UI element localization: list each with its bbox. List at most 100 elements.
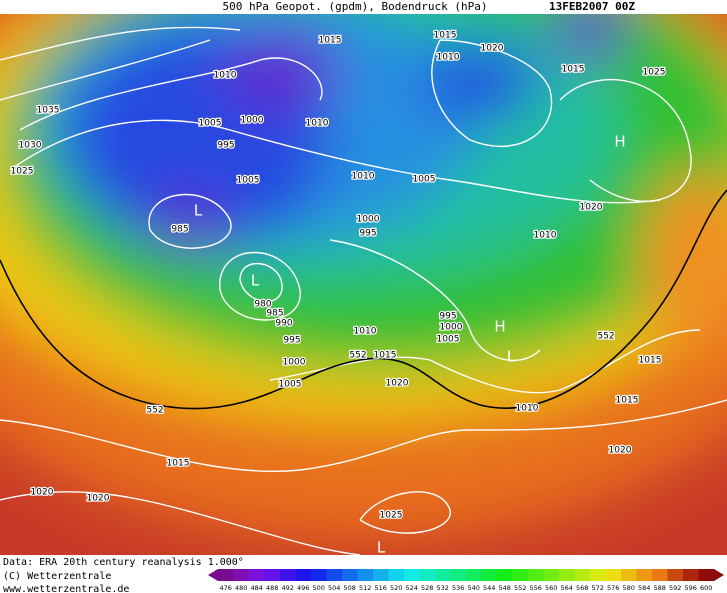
isobar-label: 1020 <box>87 494 110 504</box>
colorbar-swatch <box>621 569 637 581</box>
isobar-label: 1010 <box>534 231 557 241</box>
isobar-label: 995 <box>439 312 456 322</box>
colorbar-label: 524 <box>406 584 418 592</box>
colorbar-label: 520 <box>390 584 402 592</box>
colorbar-swatch <box>264 569 281 581</box>
colorbar-swatch <box>605 569 622 581</box>
map-title: 500 hPa Geopot. (gpdm), Bodendruck (hPa) <box>223 0 488 13</box>
colorbar-label: 516 <box>375 584 387 592</box>
isobar-label: 1010 <box>306 119 329 129</box>
colorbar-swatch <box>280 569 296 581</box>
colorbar-swatch <box>373 569 389 581</box>
isobar-label: 1020 <box>609 446 632 456</box>
colorbar-swatch <box>481 569 498 581</box>
colorbar-label: 572 <box>592 584 604 592</box>
isobar-label: 1015 <box>616 396 639 406</box>
isobar-label: 985 <box>171 225 188 235</box>
pressure-center: L <box>251 272 260 290</box>
isobar-label: 1010 <box>214 71 237 81</box>
pressure-center: L <box>507 348 516 366</box>
colorbar-label: 580 <box>623 584 635 592</box>
colorbar-swatch <box>404 569 420 581</box>
map-date: 13FEB2007 00Z <box>549 0 635 13</box>
isobar-label: 1000 <box>283 358 306 368</box>
website: www.wetterzentrale.de <box>3 584 129 593</box>
colorbar-swatch <box>497 569 513 581</box>
isobar-label: 1020 <box>31 488 54 498</box>
isobar-label: 1000 <box>241 116 264 126</box>
colorbar-swatch <box>326 569 343 581</box>
isobar-label: 1015 <box>374 351 397 361</box>
isobar-label: 995 <box>283 336 300 346</box>
map-area: 1015 1015 1020 1010 1010 1015 1025 1035 1005 1000… <box>0 14 727 557</box>
colorbar-label: 588 <box>654 584 666 592</box>
colorbar-arrow <box>714 569 724 581</box>
isobar-label: 1020 <box>386 379 409 389</box>
colorbar-label: 488 <box>266 584 278 592</box>
colorbar-swatch <box>559 569 575 581</box>
isobar-label: 1005 <box>279 380 302 390</box>
colorbar-swatch <box>636 569 653 581</box>
pressure-center: H <box>494 318 505 336</box>
colorbar-label: 476 <box>220 584 232 592</box>
colorbar-label: 540 <box>468 584 480 592</box>
colorbar-label: 556 <box>530 584 542 592</box>
colorbar-label: 512 <box>359 584 371 592</box>
colorbar-arrow <box>208 569 218 581</box>
data-source: Data: ERA 20th century reanalysis 1.000° <box>3 557 244 568</box>
colorbar-label: 568 <box>576 584 588 592</box>
colorbar-swatch <box>698 569 715 581</box>
colorbar-swatch <box>233 569 250 581</box>
colorbar-label: 596 <box>685 584 697 592</box>
isobar-label: 552 <box>146 406 163 416</box>
isobar-label: 1015 <box>167 459 190 469</box>
isobar-label: 1020 <box>481 44 504 54</box>
colorbar-swatch <box>667 569 684 581</box>
isobar-label: 552 <box>349 351 366 361</box>
colorbar-label: 496 <box>297 584 309 592</box>
isobar-label: 1010 <box>516 404 539 414</box>
colorbar-swatch <box>512 569 529 581</box>
isobar-label: 1015 <box>319 36 342 46</box>
isobar-label: 1035 <box>37 106 60 116</box>
colorbar-swatch <box>574 569 591 581</box>
colorbar-label: 492 <box>282 584 294 592</box>
colorbar-label: 484 <box>251 584 263 592</box>
colorbar-swatch <box>466 569 482 581</box>
colorbar-label: 552 <box>514 584 526 592</box>
colorbar-label: 504 <box>328 584 340 592</box>
isobar-label: 1005 <box>413 175 436 185</box>
pressure-center: L <box>377 539 386 557</box>
colorbar-label: 544 <box>483 584 495 592</box>
colorbar-swatch <box>388 569 405 581</box>
isobar-label: 1000 <box>440 323 463 333</box>
isobar-label: 1010 <box>437 53 460 63</box>
colorbar-swatch <box>295 569 312 581</box>
colorbar-swatch <box>249 569 265 581</box>
isobar-label: 1005 <box>437 335 460 345</box>
isobar-label: 1030 <box>19 141 42 151</box>
colorbar-swatch <box>543 569 560 581</box>
colorbar-label: 536 <box>452 584 464 592</box>
colorbar-label: 564 <box>561 584 573 592</box>
colorbar-label: 532 <box>437 584 449 592</box>
colorbar-swatch <box>528 569 544 581</box>
colorbar-label: 584 <box>638 584 650 592</box>
colorbar-label: 508 <box>344 584 356 592</box>
colorbar-swatch <box>218 569 234 581</box>
colorbar-label: 576 <box>607 584 619 592</box>
isobar-label: 1015 <box>562 65 585 75</box>
colorbar: 476 480 484 488 492 496 500 504 508 512 516 520 524 5… <box>208 569 724 592</box>
colorbar-swatch <box>419 569 436 581</box>
isobar-label: 552 <box>597 332 614 342</box>
colorbar-label: 592 <box>669 584 681 592</box>
colorbar-swatch <box>435 569 451 581</box>
isobar-label: 1025 <box>380 511 403 521</box>
pressure-center: L <box>194 202 203 220</box>
isobar-label: 1015 <box>434 31 457 41</box>
isobar-label: 1010 <box>352 172 375 182</box>
isobar-label: 1015 <box>639 356 662 366</box>
colorbar-label: 548 <box>499 584 511 592</box>
isobar-label: 1025 <box>643 68 666 78</box>
